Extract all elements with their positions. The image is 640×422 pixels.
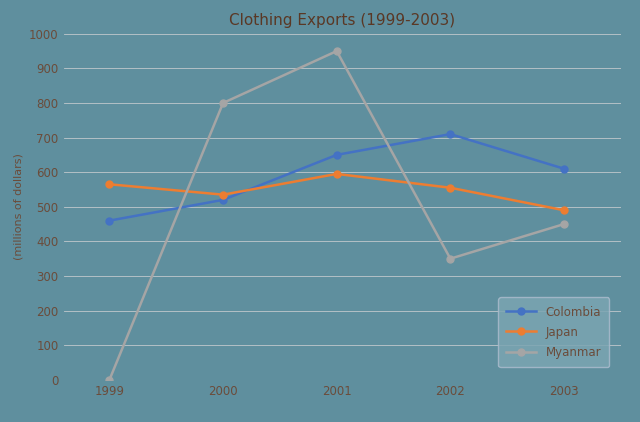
Japan xyxy=(447,185,454,190)
Colombia xyxy=(106,218,113,223)
Japan xyxy=(560,208,568,213)
Y-axis label: (millions of dollars): (millions of dollars) xyxy=(13,153,23,260)
Line: Japan: Japan xyxy=(106,170,568,214)
Myanmar xyxy=(106,377,113,382)
Myanmar xyxy=(220,100,227,106)
Myanmar xyxy=(447,256,454,261)
Myanmar xyxy=(560,222,568,227)
Colombia xyxy=(333,152,340,157)
Colombia xyxy=(447,132,454,137)
Myanmar xyxy=(333,49,340,54)
Japan xyxy=(106,182,113,187)
Japan xyxy=(220,192,227,197)
Line: Myanmar: Myanmar xyxy=(106,48,568,383)
Line: Colombia: Colombia xyxy=(106,131,568,224)
Colombia xyxy=(220,197,227,203)
Colombia xyxy=(560,166,568,171)
Japan xyxy=(333,171,340,176)
Title: Clothing Exports (1999-2003): Clothing Exports (1999-2003) xyxy=(229,14,456,28)
Legend: Colombia, Japan, Myanmar: Colombia, Japan, Myanmar xyxy=(498,297,609,367)
